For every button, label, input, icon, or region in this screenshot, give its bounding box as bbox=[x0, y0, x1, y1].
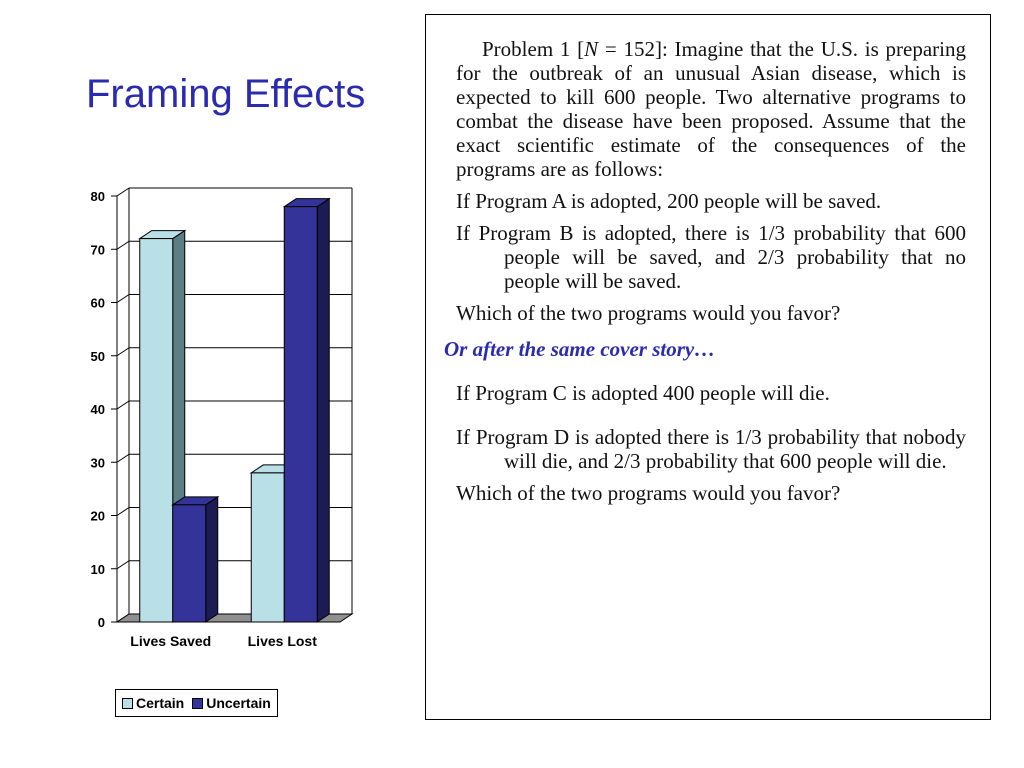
gridline-diagonal bbox=[116, 560, 130, 570]
bar-certain-0 bbox=[139, 238, 174, 623]
gridline-diagonal bbox=[116, 294, 130, 303]
gridline-diagonal bbox=[116, 240, 130, 250]
bar-certain-1 bbox=[250, 472, 285, 623]
legend-swatch-uncertain bbox=[192, 697, 204, 709]
problem-intro: Problem 1 [N = 152]: Imagine that the U.… bbox=[456, 37, 966, 181]
problem-text-box: Problem 1 [N = 152]: Imagine that the U.… bbox=[425, 14, 991, 720]
legend-label-certain: Certain bbox=[136, 695, 185, 711]
cover-story-text: Or after the same cover story… bbox=[444, 337, 716, 361]
slide-title: Framing Effects bbox=[86, 72, 366, 116]
problem-label: Problem 1 [ bbox=[482, 37, 585, 61]
bar-uncertain-1 bbox=[283, 206, 318, 623]
gridline-diagonal bbox=[116, 187, 130, 197]
legend-item-certain: Certain bbox=[122, 695, 184, 711]
y-tick-label: 60 bbox=[91, 296, 105, 311]
legend-swatch-certain bbox=[122, 697, 133, 709]
gridline-diagonal bbox=[116, 453, 130, 463]
problem-intro-text: Imagine that the U.S. is preparing for t… bbox=[456, 37, 967, 181]
y-tick-label: 10 bbox=[91, 562, 105, 577]
y-tick-label: 20 bbox=[91, 509, 105, 524]
gridline-diagonal bbox=[116, 347, 130, 357]
program-d-text: If Program D is adopted there is 1/3 pro… bbox=[456, 425, 966, 473]
program-b-text: If Program B is adopted, there is 1/3 pr… bbox=[456, 221, 966, 293]
gridline-diagonal bbox=[116, 400, 130, 410]
y-tick-label: 0 bbox=[98, 615, 105, 630]
gridline-diagonal bbox=[116, 507, 130, 516]
y-tick-label: 40 bbox=[91, 402, 105, 417]
program-c-text: If Program C is adopted 400 people will … bbox=[456, 381, 830, 405]
question-1-text: Which of the two programs would you favo… bbox=[456, 301, 841, 325]
y-tick-label: 70 bbox=[91, 242, 105, 257]
legend-item-uncertain: Uncertain bbox=[192, 695, 271, 711]
program-a-text: If Program A is adopted, 200 people will… bbox=[456, 189, 882, 213]
bar-chart: 0 10 20 30 40 50 60 70 80 Lives Saved Lives Lost bbox=[91, 187, 354, 649]
chart-category-labels: Lives Saved Lives Lost bbox=[130, 633, 317, 649]
chart-legend: Certain Uncertain bbox=[115, 689, 278, 717]
legend-label-uncertain: Uncertain bbox=[206, 695, 271, 711]
x-category-label: Lives Lost bbox=[248, 633, 318, 649]
chart-y-axis bbox=[111, 195, 118, 623]
chart-y-tick-labels: 0 10 20 30 40 50 60 70 80 bbox=[91, 189, 105, 630]
question-2-text: Which of the two programs would you favo… bbox=[456, 481, 841, 505]
problem-n-value: = 152]: bbox=[598, 37, 675, 61]
y-tick-label: 30 bbox=[91, 455, 105, 470]
y-tick-label: 80 bbox=[91, 189, 105, 204]
x-category-label: Lives Saved bbox=[130, 633, 211, 649]
bar-side-uncertain-0 bbox=[205, 495, 219, 623]
problem-n-variable: N bbox=[584, 37, 599, 61]
bar-uncertain-0 bbox=[172, 504, 207, 623]
bar-side-uncertain-1 bbox=[316, 197, 330, 623]
chart-bars bbox=[138, 197, 331, 623]
y-tick-label: 50 bbox=[91, 349, 105, 364]
